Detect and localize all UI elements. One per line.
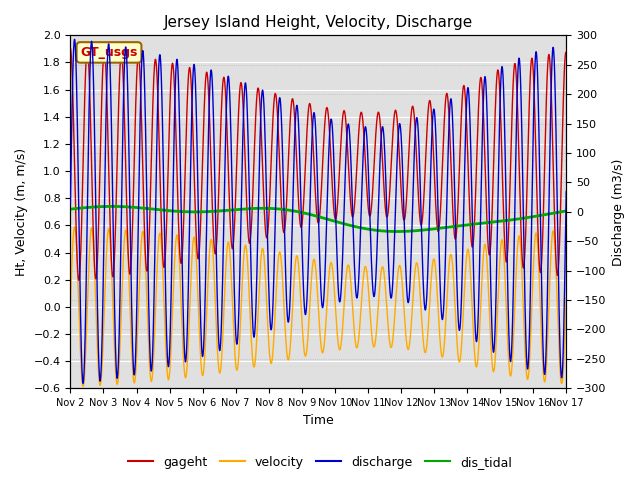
Text: GT_usgs: GT_usgs <box>80 46 138 59</box>
Y-axis label: Ht, Velocity (m, m/s): Ht, Velocity (m, m/s) <box>15 148 28 276</box>
Y-axis label: Discharge (m3/s): Discharge (m3/s) <box>612 158 625 265</box>
Title: Jersey Island Height, Velocity, Discharge: Jersey Island Height, Velocity, Discharg… <box>164 15 473 30</box>
X-axis label: Time: Time <box>303 414 333 427</box>
Legend: gageht, velocity, discharge, dis_tidal: gageht, velocity, discharge, dis_tidal <box>123 451 517 474</box>
